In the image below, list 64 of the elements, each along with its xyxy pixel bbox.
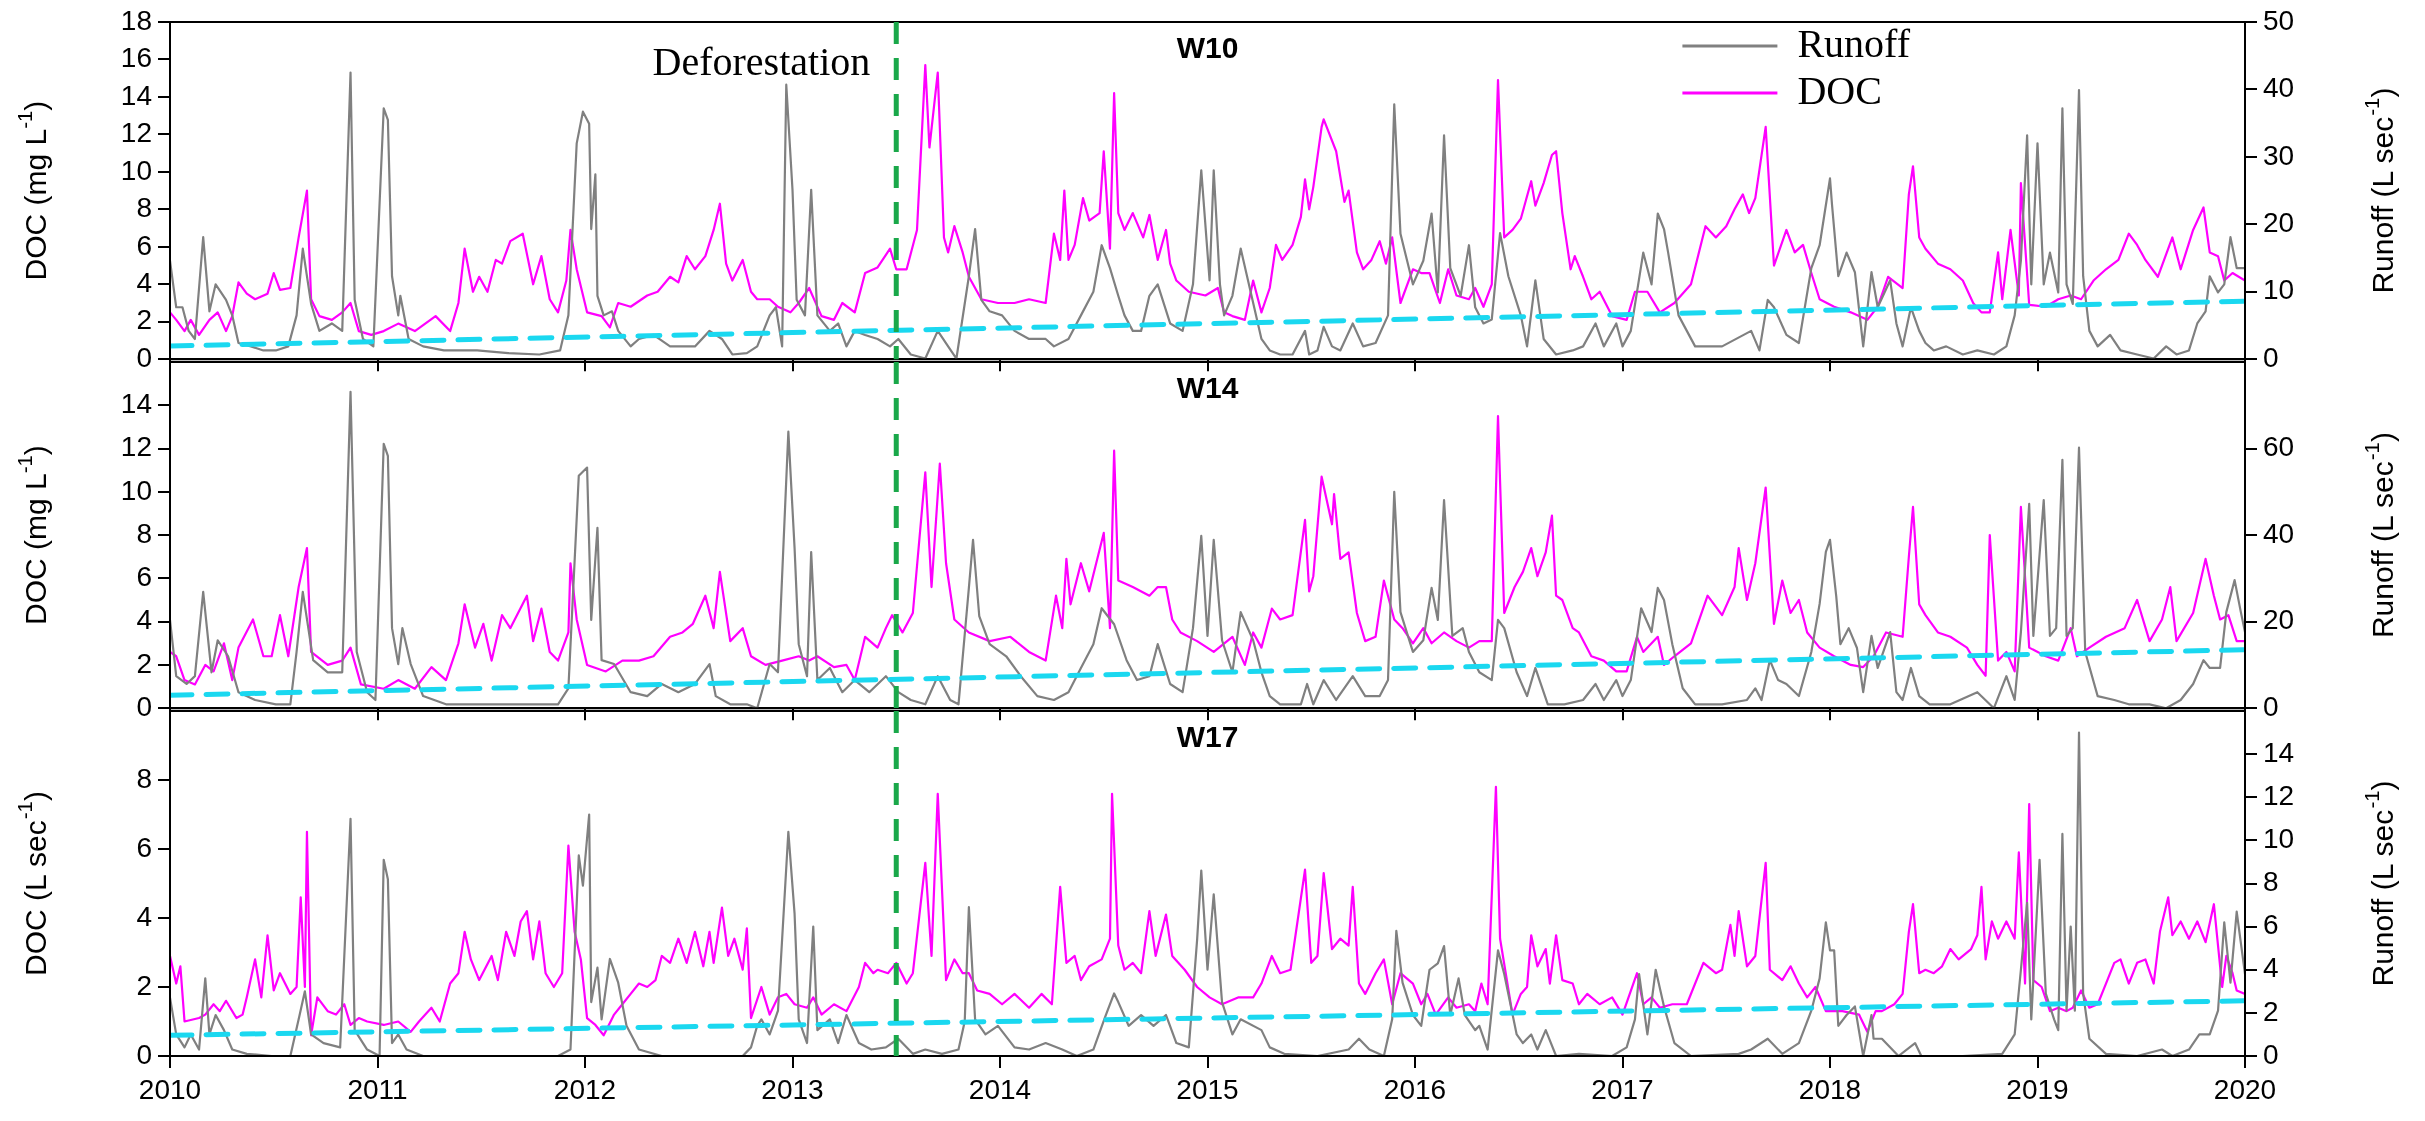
y-tick-label: 4 [136, 266, 152, 298]
y2-tick-label: 30 [2263, 139, 2295, 171]
legend-label: DOC [1797, 67, 1882, 113]
x-tick-label: 2016 [1383, 1073, 1447, 1105]
y-tick-label: 12 [120, 431, 152, 463]
y-tick-label: 8 [136, 192, 152, 224]
y2-axis-title: Runoff (L sec-1) [2361, 87, 2400, 294]
y2-tick-label: 0 [2263, 1038, 2279, 1070]
y-tick-label: 16 [120, 42, 152, 74]
y-tick-label: 6 [136, 831, 152, 863]
x-tick-label: 2012 [553, 1073, 617, 1105]
y2-tick-label: 20 [2263, 604, 2295, 636]
x-tick-label: 2010 [138, 1073, 202, 1105]
y-tick-label: 10 [120, 474, 152, 506]
y2-tick-label: 40 [2263, 517, 2295, 549]
y2-tick-label: 10 [2263, 823, 2295, 855]
x-tick-label: 2011 [347, 1073, 408, 1105]
y-tick-label: 0 [136, 690, 152, 722]
y2-tick-label: 14 [2263, 736, 2295, 768]
y-tick-label: 8 [136, 762, 152, 794]
y2-tick-label: 60 [2263, 431, 2295, 463]
y2-tick-label: 50 [2263, 4, 2295, 36]
y2-tick-label: 0 [2263, 690, 2279, 722]
y-tick-label: 0 [136, 1038, 152, 1070]
y-tick-label: 8 [136, 517, 152, 549]
y-axis-title: DOC (mg L-1) [14, 100, 53, 281]
y2-tick-label: 2 [2263, 995, 2279, 1027]
y-tick-label: 14 [120, 387, 152, 419]
y2-tick-label: 8 [2263, 866, 2279, 898]
y-tick-label: 0 [136, 341, 152, 373]
y-tick-label: 6 [136, 561, 152, 593]
x-tick-label: 2020 [2213, 1073, 2277, 1105]
ref-line-label: Deforestation [652, 38, 871, 84]
y2-axis-title: Runoff (L sec-1) [2361, 432, 2400, 639]
y-axis-title: DOC (mg L-1) [14, 445, 53, 625]
y2-axis-title: Runoff (L sec-1) [2361, 780, 2400, 987]
y2-tick-label: 4 [2263, 952, 2279, 984]
chart-title: W17 [1176, 720, 1239, 754]
y2-tick-label: 20 [2263, 207, 2295, 239]
chart-title: W10 [1176, 31, 1239, 65]
y-tick-label: 18 [120, 4, 152, 36]
legend-label: Runoff [1797, 20, 1911, 66]
y-tick-label: 2 [136, 647, 152, 679]
y2-tick-label: 6 [2263, 909, 2279, 941]
y-tick-label: 4 [136, 604, 152, 636]
y-tick-label: 4 [136, 900, 152, 932]
y-tick-label: 2 [136, 304, 152, 336]
y-tick-label: 2 [136, 969, 152, 1001]
chart-title: W14 [1176, 371, 1239, 405]
x-tick-label: 2018 [1798, 1073, 1862, 1105]
y-tick-label: 12 [120, 117, 152, 149]
y2-tick-label: 0 [2263, 341, 2279, 373]
x-tick-label: 2015 [1176, 1073, 1239, 1105]
x-tick-label: 2013 [761, 1073, 824, 1105]
x-tick-label: 2019 [2006, 1073, 2069, 1105]
y2-tick-label: 10 [2263, 274, 2295, 306]
y-tick-label: 10 [120, 154, 152, 186]
x-tick-label: 2017 [1591, 1073, 1654, 1105]
y2-tick-label: 40 [2263, 72, 2295, 104]
y-axis-title: DOC (L sec-1) [14, 791, 53, 976]
y-tick-label: 14 [120, 79, 152, 111]
y-tick-label: 6 [136, 229, 152, 261]
y2-tick-label: 12 [2263, 779, 2295, 811]
x-tick-label: 2014 [968, 1073, 1032, 1105]
